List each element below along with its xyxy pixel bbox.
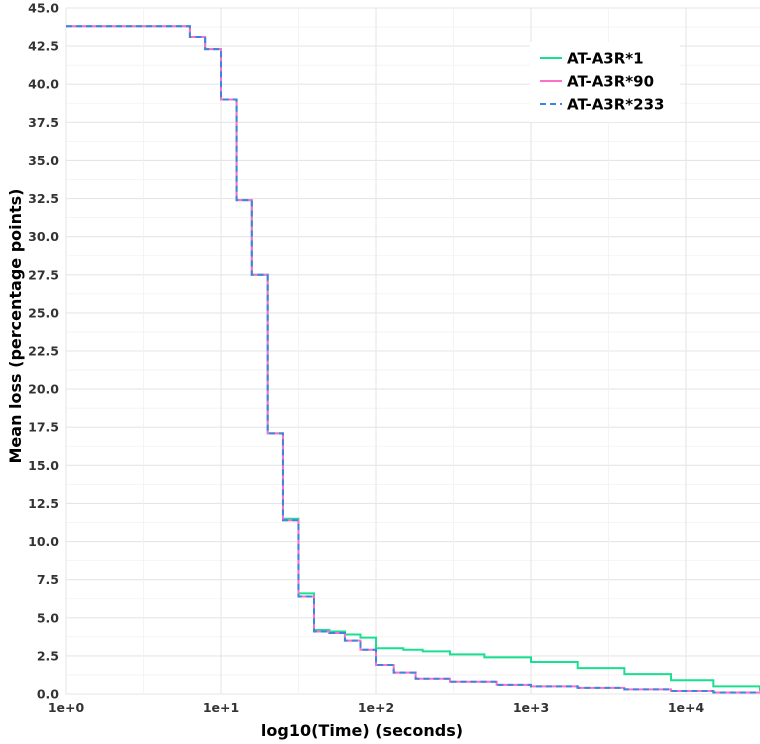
series-lines (66, 25, 760, 694)
y-tick-label: 40.0 (28, 77, 59, 92)
y-tick-label: 20.0 (28, 382, 59, 397)
y-tick-label: 37.5 (28, 115, 59, 130)
y-tick-label: 15.0 (28, 458, 59, 473)
y-tick-label: 10.0 (28, 534, 59, 549)
legend-label: AT-A3R*233 (567, 96, 664, 114)
x-tick-label: 1e+2 (358, 700, 394, 715)
x-tick-label: 1e+1 (203, 700, 239, 715)
y-tick-label: 32.5 (28, 191, 59, 206)
y-tick-label: 27.5 (28, 267, 59, 282)
y-axis-tick-labels: 0.0 2.5 5.0 7.5 10.0 12.5 15.0 17.5 20.0 22.5 25.0… (28, 1, 59, 702)
x-axis-tick-labels: 1e+0 1e+1 1e+2 1e+3 1e+4 (48, 700, 705, 715)
y-tick-label: 30.0 (28, 229, 59, 244)
y-tick-label: 35.0 (28, 153, 59, 168)
x-tick-label: 1e+3 (513, 700, 549, 715)
y-tick-label: 22.5 (28, 344, 59, 359)
y-tick-label: 25.0 (28, 305, 59, 320)
series-line-3 (66, 25, 760, 694)
y-tick-label: 45.0 (28, 1, 59, 16)
y-tick-label: 7.5 (37, 572, 59, 587)
y-tick-label: 17.5 (28, 420, 59, 435)
x-tick-label: 1e+0 (48, 700, 85, 715)
legend: AT-A3R*1 AT-A3R*90 AT-A3R*233 (530, 42, 680, 122)
y-tick-label: 0.0 (37, 687, 59, 702)
y-tick-label: 42.5 (28, 39, 59, 54)
y-tick-label: 12.5 (28, 496, 59, 511)
y-axis-title: Mean loss (percentage points) (6, 189, 25, 464)
legend-label: AT-A3R*1 (567, 50, 644, 68)
y-tick-label: 5.0 (37, 610, 59, 625)
y-tick-label: 2.5 (37, 648, 59, 663)
x-tick-label: 1e+4 (668, 700, 705, 715)
legend-label: AT-A3R*90 (567, 73, 654, 91)
x-axis-title: log10(Time) (seconds) (261, 721, 463, 740)
